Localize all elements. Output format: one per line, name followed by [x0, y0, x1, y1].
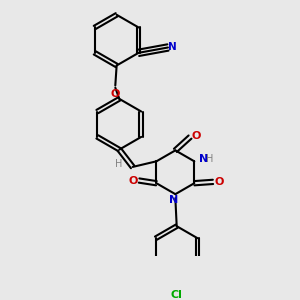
Text: H: H: [206, 154, 213, 164]
Text: N: N: [169, 196, 178, 206]
Text: O: O: [214, 177, 224, 187]
Text: O: O: [128, 176, 138, 185]
Text: O: O: [111, 88, 120, 98]
Text: N: N: [169, 43, 177, 52]
Text: Cl: Cl: [171, 290, 183, 300]
Text: N: N: [199, 154, 208, 164]
Text: H: H: [115, 159, 122, 169]
Text: O: O: [191, 131, 201, 142]
